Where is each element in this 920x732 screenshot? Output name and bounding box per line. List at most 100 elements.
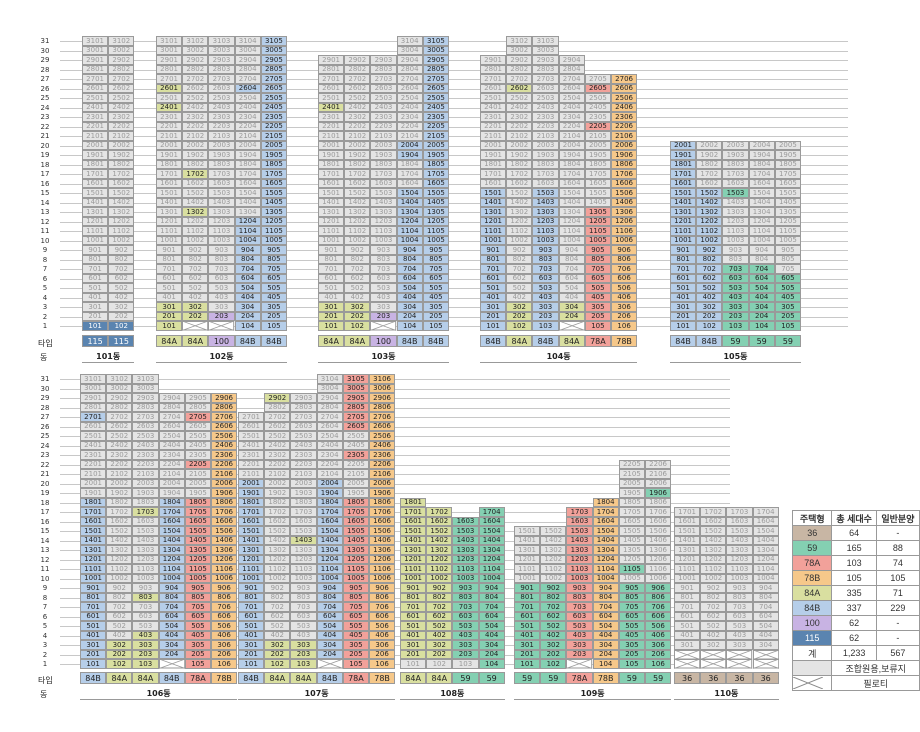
unit-cell: 405 <box>422 292 449 303</box>
unit-cell: 2502 <box>106 431 133 441</box>
legend-type: 계 <box>791 645 833 661</box>
unit-cell: 2902 <box>182 55 209 65</box>
unit-cell: 1803 <box>532 159 559 170</box>
unit-cell: 3102 <box>106 374 133 384</box>
unit-cell: 101 <box>480 321 507 331</box>
building-label: 110동 <box>714 689 739 698</box>
unit-cell: 2301 <box>238 450 265 460</box>
unit-cell: 801 <box>514 592 541 603</box>
unit-cell: 1101 <box>238 564 265 574</box>
unit-cell: 601 <box>400 611 427 622</box>
unit-cell: 1405 <box>774 197 801 208</box>
unit-cell: 302 <box>106 640 133 650</box>
unit-cell: 1702 <box>106 507 133 517</box>
unit-cell: 603 <box>452 611 479 622</box>
unit-cell: 803 <box>370 254 397 265</box>
unit-cell: 903 <box>370 245 397 255</box>
unit-cell: 1803 <box>722 159 749 170</box>
unit-cell: 301 <box>238 640 265 650</box>
unit-cell: 2506 <box>611 93 638 103</box>
unit-cell: 1206 <box>211 554 238 565</box>
unit-cell: 2101 <box>156 131 183 141</box>
unit-cell: 2501 <box>318 93 345 103</box>
unit-cell: 1101 <box>400 564 427 574</box>
unit-cell: 1502 <box>506 188 533 198</box>
unit-cell: 504 <box>558 283 585 293</box>
unit-cell: 1303 <box>132 545 159 555</box>
unit-cell: 704 <box>752 602 779 612</box>
unit-cell: 403 <box>290 630 317 641</box>
unit-cell: 1105 <box>260 226 287 236</box>
unit-cell: 204 <box>558 311 585 322</box>
unit-cell: 1201 <box>674 554 701 565</box>
unit-cell: 1801 <box>156 159 183 170</box>
unit-cell: 103 <box>452 659 479 669</box>
unit-cell: 802 <box>506 254 533 265</box>
unit-cell: 1101 <box>82 226 109 236</box>
unit-cell: 1202 <box>106 554 133 565</box>
unit-cell: 1803 <box>370 159 397 170</box>
unit-type-cell: 84A <box>426 672 453 684</box>
unit-cell: 706 <box>369 602 396 612</box>
unit-cell: 905 <box>774 245 801 255</box>
unit-cell: 602 <box>108 273 135 284</box>
unit-cell: 505 <box>584 283 611 293</box>
unit-cell: 105 <box>184 659 211 669</box>
unit-cell: 2105 <box>618 469 645 479</box>
unit-cell: 904 <box>592 583 619 593</box>
unit-cell: 1001 <box>318 235 345 246</box>
unit-cell: 1701 <box>238 507 265 517</box>
unit-cell: 205 <box>774 311 801 322</box>
unit-cell: 1004 <box>558 235 585 246</box>
unit-cell: 1304 <box>234 207 261 217</box>
unit-cell: 1802 <box>182 159 209 170</box>
unit-cell: 1001 <box>156 235 183 246</box>
unit-cell: 1505 <box>618 526 645 536</box>
floor-label: 17 <box>40 508 50 516</box>
unit-cell: 1806 <box>645 497 672 508</box>
floor-label: 9 <box>42 246 48 254</box>
unit-cell: 803 <box>208 254 235 265</box>
building-label: 102동 <box>209 352 234 361</box>
unit-cell: 2204 <box>158 459 185 470</box>
unit-cell: 2303 <box>370 112 397 122</box>
unit-cell: 301 <box>400 640 427 650</box>
legend-row: 36 64- <box>791 525 920 541</box>
unit-cell: 106 <box>611 321 638 331</box>
type-row-header: 타입 <box>38 676 53 685</box>
unit-cell: 2801 <box>82 64 109 75</box>
unit-cell: 1503 <box>290 526 317 536</box>
unit-cell: 102 <box>506 321 533 331</box>
building-label: 101동 <box>96 352 121 361</box>
floor-label: 14 <box>40 198 50 207</box>
unit-cell: 1003 <box>722 235 749 246</box>
unit-cell: 1104 <box>158 564 185 574</box>
unit-cell: 2804 <box>158 402 185 413</box>
unit-cell: 1003 <box>208 235 235 246</box>
unit-cell: 1703 <box>726 507 753 517</box>
unit-cell: 406 <box>369 630 396 641</box>
unit-cell: 1302 <box>700 545 727 555</box>
unit-cell: 2001 <box>318 140 345 151</box>
legend-total: 337 <box>831 600 877 616</box>
unit-cell: 402 <box>696 292 723 303</box>
unit-cell: 2205 <box>584 121 611 132</box>
unit-cell: 2102 <box>108 131 135 141</box>
unit-cell: 2001 <box>238 478 265 489</box>
unit-cell: 502 <box>506 283 533 293</box>
unit-cell: 2603 <box>532 83 559 94</box>
unit-cell: 1701 <box>674 507 701 517</box>
unit-cell: 2106 <box>211 469 238 479</box>
unit-type-cell: 115 <box>82 335 109 347</box>
unit-cell: 703 <box>452 602 479 612</box>
unit-cell: 2402 <box>344 102 371 113</box>
unit-cell: 2802 <box>106 402 133 413</box>
unit-cell: 2403 <box>132 440 159 451</box>
unit-cell: 502 <box>264 621 291 631</box>
unit-cell: 1405 <box>260 197 287 208</box>
unit-cell: 1704 <box>592 507 619 517</box>
unit-cell: 1204 <box>316 554 343 565</box>
unit-cell: 505 <box>184 621 211 631</box>
unit-cell: 2202 <box>182 121 209 132</box>
unit-cell: 804 <box>158 592 185 603</box>
